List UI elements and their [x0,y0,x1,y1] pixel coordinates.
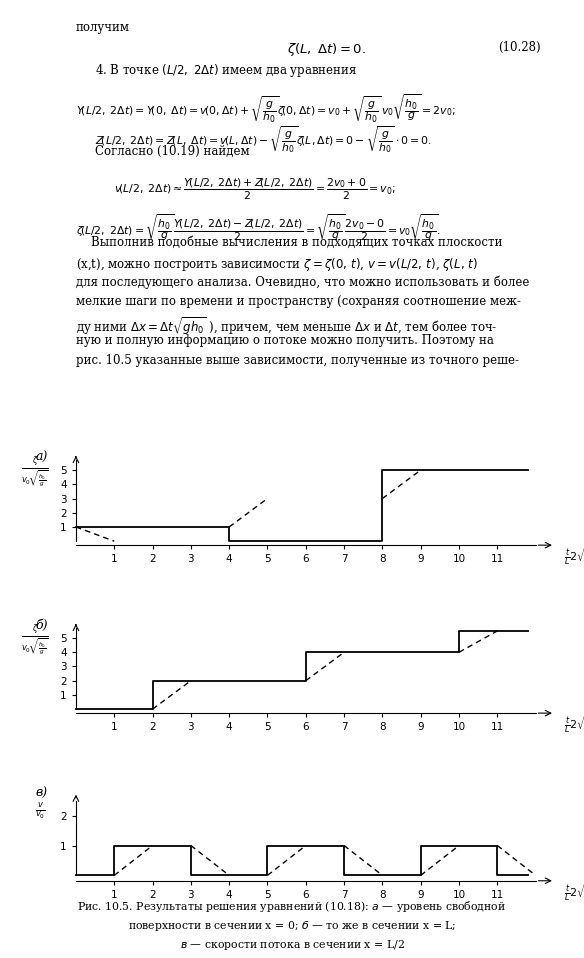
Text: (10.28): (10.28) [498,40,540,54]
Text: ную и полную информацию о потоке можно получить. Поэтому на: ную и полную информацию о потоке можно п… [76,334,494,348]
Text: $\frac{t}{L}2\sqrt{g\,h_0}$: $\frac{t}{L}2\sqrt{g\,h_0}$ [564,714,584,735]
Text: $\frac{v}{v_0}$: $\frac{v}{v_0}$ [34,802,46,821]
Text: ду ними $\Delta x=\Delta t\sqrt{gh_0}$ ), причем, чем меньше $\Delta x$ и $\Delt: ду ними $\Delta x=\Delta t\sqrt{gh_0}$ )… [76,315,498,336]
Text: Рис. 10.5. Результаты решения уравнений (10.18): $a$ — уровень свободной
поверхн: Рис. 10.5. Результаты решения уравнений … [78,900,506,952]
Text: мелкие шаги по времени и пространству (сохраняя соотношение меж-: мелкие шаги по времени и пространству (с… [76,295,521,308]
Text: $\zeta(L,\;\Delta t)=0.$: $\zeta(L,\;\Delta t)=0.$ [287,40,366,57]
Text: для последующего анализа. Очевидно, что можно использовать и более: для последующего анализа. Очевидно, что … [76,275,529,289]
Text: 4. В точке $(L/2,\;2\Delta t)$ имеем два уравнения: 4. В точке $(L/2,\;2\Delta t)$ имеем два… [95,62,357,80]
Text: $\frac{t}{L}2\sqrt{g\,h_0}$: $\frac{t}{L}2\sqrt{g\,h_0}$ [564,546,584,566]
Text: в): в) [35,787,47,800]
Text: $\frac{\zeta}{v_0\!\sqrt{\frac{h_0}{g}}}$: $\frac{\zeta}{v_0\!\sqrt{\frac{h_0}{g}}}… [22,455,49,489]
Text: б): б) [35,619,48,632]
Text: а): а) [35,451,47,465]
Text: $Y\!\left(L/2,\;2\Delta t\right)=Y\!\left(0,\;\Delta t\right)=v\!\left(0,\Delta : $Y\!\left(L/2,\;2\Delta t\right)=Y\!\lef… [76,93,456,125]
Text: Выполнив подобные вычисления в подходящих точках плоскости: Выполнив подобные вычисления в подходящи… [76,236,502,249]
Text: $\frac{\zeta}{v_0\!\sqrt{\frac{h_0}{g}}}$: $\frac{\zeta}{v_0\!\sqrt{\frac{h_0}{g}}}… [22,623,49,657]
Text: Согласно (10.19) найдем: Согласно (10.19) найдем [95,145,250,157]
Text: рис. 10.5 указанные выше зависимости, полученные из точного реше-: рис. 10.5 указанные выше зависимости, по… [76,354,519,367]
Text: $v\!\left(L/2,\;2\Delta t\right)\approx\dfrac{Y\!\left(L/2,\;2\Delta t\right)+Z\: $v\!\left(L/2,\;2\Delta t\right)\approx\… [114,177,396,202]
Text: $\zeta\!\left(L/2,\;2\Delta t\right)=\sqrt{\dfrac{h_0}{g}}\,\dfrac{Y\!\left(L/2,: $\zeta\!\left(L/2,\;2\Delta t\right)=\sq… [76,213,441,243]
Text: $Z\!\left(L/2,\;2\Delta t\right)=Z\!\left(L,\;\Delta t\right)=v\!\left(L,\Delta : $Z\!\left(L/2,\;2\Delta t\right)=Z\!\lef… [95,125,432,156]
Text: (x,t), можно построить зависимости $\zeta=\zeta(0,\,t)$, $v=v(L/2,\,t)$, $\zeta(: (x,t), можно построить зависимости $\zet… [76,256,478,273]
Text: $\frac{t}{L}2\sqrt{g\,h_0}$: $\frac{t}{L}2\sqrt{g\,h_0}$ [564,881,584,902]
Text: получим: получим [76,21,130,34]
